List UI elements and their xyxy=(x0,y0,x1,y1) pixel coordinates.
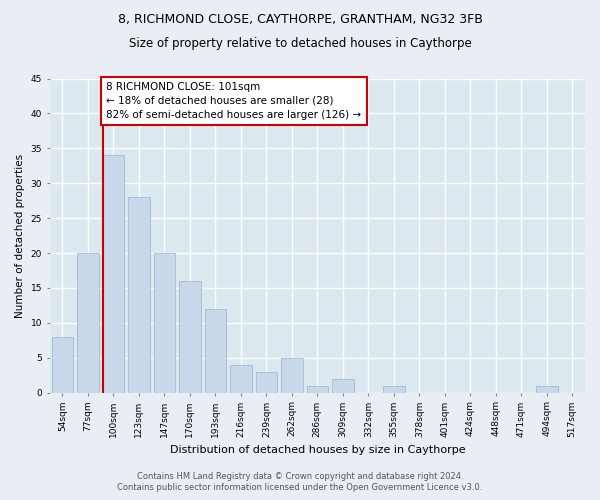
Bar xyxy=(383,386,404,392)
Bar xyxy=(52,337,73,392)
Bar xyxy=(536,386,557,392)
Bar xyxy=(230,364,252,392)
Text: Contains HM Land Registry data © Crown copyright and database right 2024.: Contains HM Land Registry data © Crown c… xyxy=(137,472,463,481)
Bar xyxy=(307,386,328,392)
Bar xyxy=(128,197,150,392)
Text: Size of property relative to detached houses in Caythorpe: Size of property relative to detached ho… xyxy=(128,38,472,51)
Bar xyxy=(154,253,175,392)
Bar xyxy=(205,309,226,392)
Text: 8, RICHMOND CLOSE, CAYTHORPE, GRANTHAM, NG32 3FB: 8, RICHMOND CLOSE, CAYTHORPE, GRANTHAM, … xyxy=(118,12,482,26)
Bar xyxy=(332,378,353,392)
Text: 8 RICHMOND CLOSE: 101sqm
← 18% of detached houses are smaller (28)
82% of semi-d: 8 RICHMOND CLOSE: 101sqm ← 18% of detach… xyxy=(106,82,362,120)
X-axis label: Distribution of detached houses by size in Caythorpe: Distribution of detached houses by size … xyxy=(170,445,465,455)
Y-axis label: Number of detached properties: Number of detached properties xyxy=(15,154,25,318)
Bar xyxy=(77,253,99,392)
Bar xyxy=(103,156,124,392)
Bar xyxy=(256,372,277,392)
Bar xyxy=(281,358,302,392)
Bar xyxy=(179,281,201,392)
Text: Contains public sector information licensed under the Open Government Licence v3: Contains public sector information licen… xyxy=(118,484,482,492)
